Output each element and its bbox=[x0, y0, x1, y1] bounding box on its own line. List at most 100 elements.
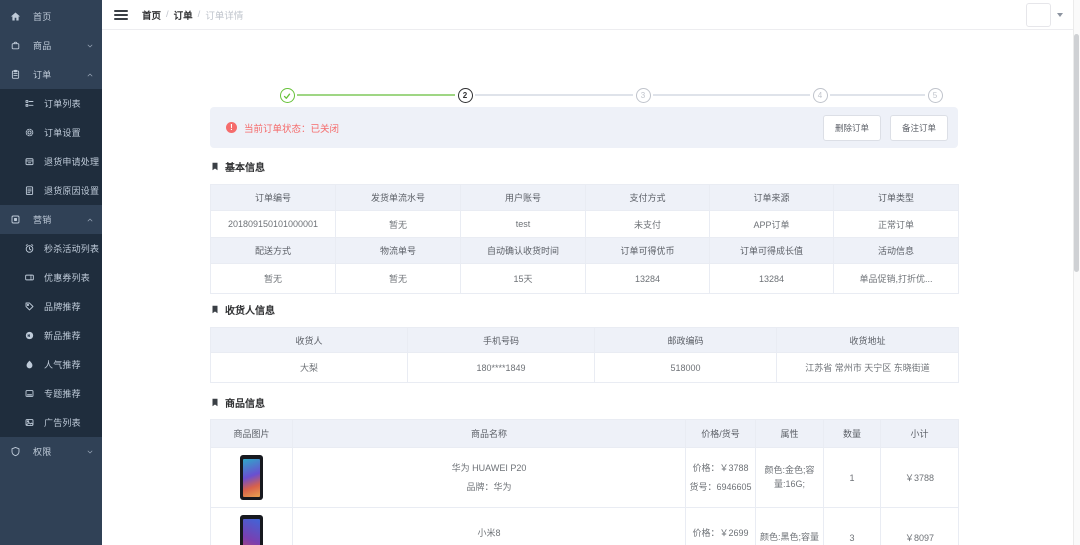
chevron-up-icon bbox=[87, 218, 93, 221]
table-header-cell: 收货人 bbox=[210, 327, 408, 353]
postcode-cell: 518000 bbox=[594, 352, 777, 383]
sidebar-item-brand-recommend[interactable]: 品牌推荐 bbox=[0, 292, 102, 321]
sidebar-item-products[interactable]: 商品 bbox=[0, 31, 102, 60]
step-number: 5 bbox=[927, 88, 943, 103]
order-number-cell: 201809150101000001 bbox=[210, 210, 336, 238]
scrollbar-thumb[interactable] bbox=[1074, 34, 1079, 272]
table-header-cell: 订单来源 bbox=[709, 184, 834, 211]
table-header-cell: 收货地址 bbox=[776, 327, 959, 353]
bag-icon bbox=[11, 41, 20, 50]
table-cell: 15天 bbox=[460, 263, 586, 294]
marketing-icon bbox=[11, 215, 20, 224]
main-area: 首页 / 订单 / 订单详情 提交订单 2018-09-15 12:24:27 bbox=[102, 0, 1075, 545]
order-status-alert: ! 当前订单状态：已关闭 删除订单 备注订单 bbox=[210, 107, 958, 148]
table-header-cell: 订单类型 bbox=[833, 184, 959, 211]
sidebar-item-hot-recommend[interactable]: 人气推荐 bbox=[0, 350, 102, 379]
document-edit-icon bbox=[25, 186, 34, 195]
address-cell: 江苏省 常州市 天宁区 东晓街道 bbox=[776, 352, 959, 383]
table-header-cell: 属性 bbox=[755, 419, 824, 448]
table-header-cell: 价格/货号 bbox=[685, 419, 756, 448]
table-cell: test bbox=[460, 210, 586, 238]
step-connector bbox=[297, 94, 455, 96]
order-stepper: 提交订单 2018-09-15 12:24:27 2 支付订单 3 平台发货 4… bbox=[210, 44, 958, 137]
clipboard-icon bbox=[11, 69, 20, 79]
step-check-icon bbox=[279, 88, 295, 103]
section-title-text: 收货人信息 bbox=[225, 306, 275, 317]
avatar[interactable] bbox=[1026, 3, 1051, 27]
table-header-cell: 数量 bbox=[823, 419, 881, 448]
section-title-text: 商品信息 bbox=[225, 399, 265, 410]
warning-icon: ! bbox=[226, 122, 237, 133]
sidebar-item-permissions[interactable]: 权限 bbox=[0, 437, 102, 466]
picture-icon bbox=[25, 419, 34, 426]
product-row: 华为 HUAWEI P20 品牌：华为 价格：￥3788 货号：6946605 … bbox=[210, 447, 959, 508]
ticket-icon bbox=[25, 274, 34, 281]
sidebar-item-label: 人气推荐 bbox=[44, 360, 81, 370]
note-order-button[interactable]: 备注订单 bbox=[889, 114, 948, 141]
sidebar-item-new-recommend[interactable]: 新品推荐 bbox=[0, 321, 102, 350]
breadcrumb-separator: / bbox=[166, 9, 169, 20]
product-subtotal: ￥3788 bbox=[880, 447, 959, 508]
product-name: 小米8 bbox=[477, 528, 501, 539]
consignee-table: 收货人 手机号码 邮政编码 收货地址 大梨 180****1849 518000… bbox=[210, 327, 959, 383]
hamburger-menu-icon[interactable] bbox=[114, 9, 128, 20]
sidebar-item-return-requests[interactable]: 退货申请处理 bbox=[0, 147, 102, 176]
step-number: 2 bbox=[457, 88, 473, 103]
table-header-cell: 手机号码 bbox=[407, 327, 595, 353]
section-title-products: 商品信息 bbox=[210, 396, 265, 410]
product-price: 价格：￥3788 bbox=[692, 462, 749, 473]
sidebar-item-label: 首页 bbox=[33, 12, 52, 22]
sidebar-item-label: 专题推荐 bbox=[44, 389, 81, 399]
product-attr: 颜色:金色;容量:16G; bbox=[755, 447, 824, 508]
product-image bbox=[232, 514, 272, 545]
table-header-cell: 订单可得成长值 bbox=[709, 237, 834, 264]
chevron-down-icon bbox=[87, 44, 93, 47]
table-header-cell: 邮政编码 bbox=[594, 327, 777, 353]
breadcrumb-current: 订单详情 bbox=[205, 10, 244, 22]
chevron-up-icon bbox=[87, 73, 93, 76]
tag-icon bbox=[25, 302, 34, 311]
avatar-caret-icon[interactable] bbox=[1057, 13, 1063, 17]
sidebar-item-flash-sales[interactable]: 秒杀活动列表 bbox=[0, 234, 102, 263]
sidebar-item-order-list[interactable]: 订单列表 bbox=[0, 89, 102, 118]
step-connector bbox=[830, 94, 925, 96]
breadcrumb-orders[interactable]: 订单 bbox=[173, 10, 193, 22]
hot-icon bbox=[26, 360, 33, 369]
table-header-cell: 自动确认收货时间 bbox=[460, 237, 586, 264]
sidebar-item-return-reasons[interactable]: 退货原因设置 bbox=[0, 176, 102, 205]
sidebar-item-topic-recommend[interactable]: 专题推荐 bbox=[0, 379, 102, 408]
table-header-cell: 订单编号 bbox=[210, 184, 336, 211]
panel-icon bbox=[25, 390, 34, 397]
table-header-cell: 商品图片 bbox=[210, 419, 293, 448]
phone-cell: 180****1849 bbox=[407, 352, 595, 383]
sidebar-item-label: 退货申请处理 bbox=[44, 157, 100, 167]
product-qty: 3 bbox=[823, 507, 881, 545]
consignee-name-cell: 大梨 bbox=[210, 352, 408, 383]
table-header-cell: 支付方式 bbox=[585, 184, 710, 211]
table-cell: 暂无 bbox=[335, 210, 461, 238]
sidebar-item-orders[interactable]: 订单 bbox=[0, 60, 102, 89]
delete-order-button[interactable]: 删除订单 bbox=[822, 114, 881, 141]
list-icon bbox=[25, 100, 34, 107]
step-number: 4 bbox=[812, 88, 828, 103]
table-cell: 暂无 bbox=[335, 263, 461, 294]
sidebar-item-ads[interactable]: 广告列表 bbox=[0, 408, 102, 437]
section-title-consignee: 收货人信息 bbox=[210, 303, 275, 317]
step-connector bbox=[653, 94, 810, 96]
product-attr: 颜色:黑色;容量 bbox=[755, 507, 824, 545]
sidebar-item-home[interactable]: 首页 bbox=[0, 2, 102, 31]
table-header-cell: 订单可得优币 bbox=[585, 237, 710, 264]
bookmark-icon bbox=[212, 162, 218, 171]
product-sn: 货号：6946605 bbox=[689, 481, 752, 492]
section-title-text: 基本信息 bbox=[225, 163, 265, 174]
sidebar-item-label: 订单列表 bbox=[44, 99, 81, 109]
product-image bbox=[232, 454, 272, 502]
archive-box-icon bbox=[25, 158, 34, 166]
page-scrollbar bbox=[1073, 0, 1080, 545]
new-badge-icon bbox=[25, 331, 34, 340]
sidebar-item-order-settings[interactable]: 订单设置 bbox=[0, 118, 102, 147]
sidebar-item-marketing[interactable]: 营销 bbox=[0, 205, 102, 234]
sidebar-item-coupons[interactable]: 优惠券列表 bbox=[0, 263, 102, 292]
breadcrumb-home[interactable]: 首页 bbox=[142, 10, 162, 22]
table-header-cell: 用户账号 bbox=[460, 184, 586, 211]
